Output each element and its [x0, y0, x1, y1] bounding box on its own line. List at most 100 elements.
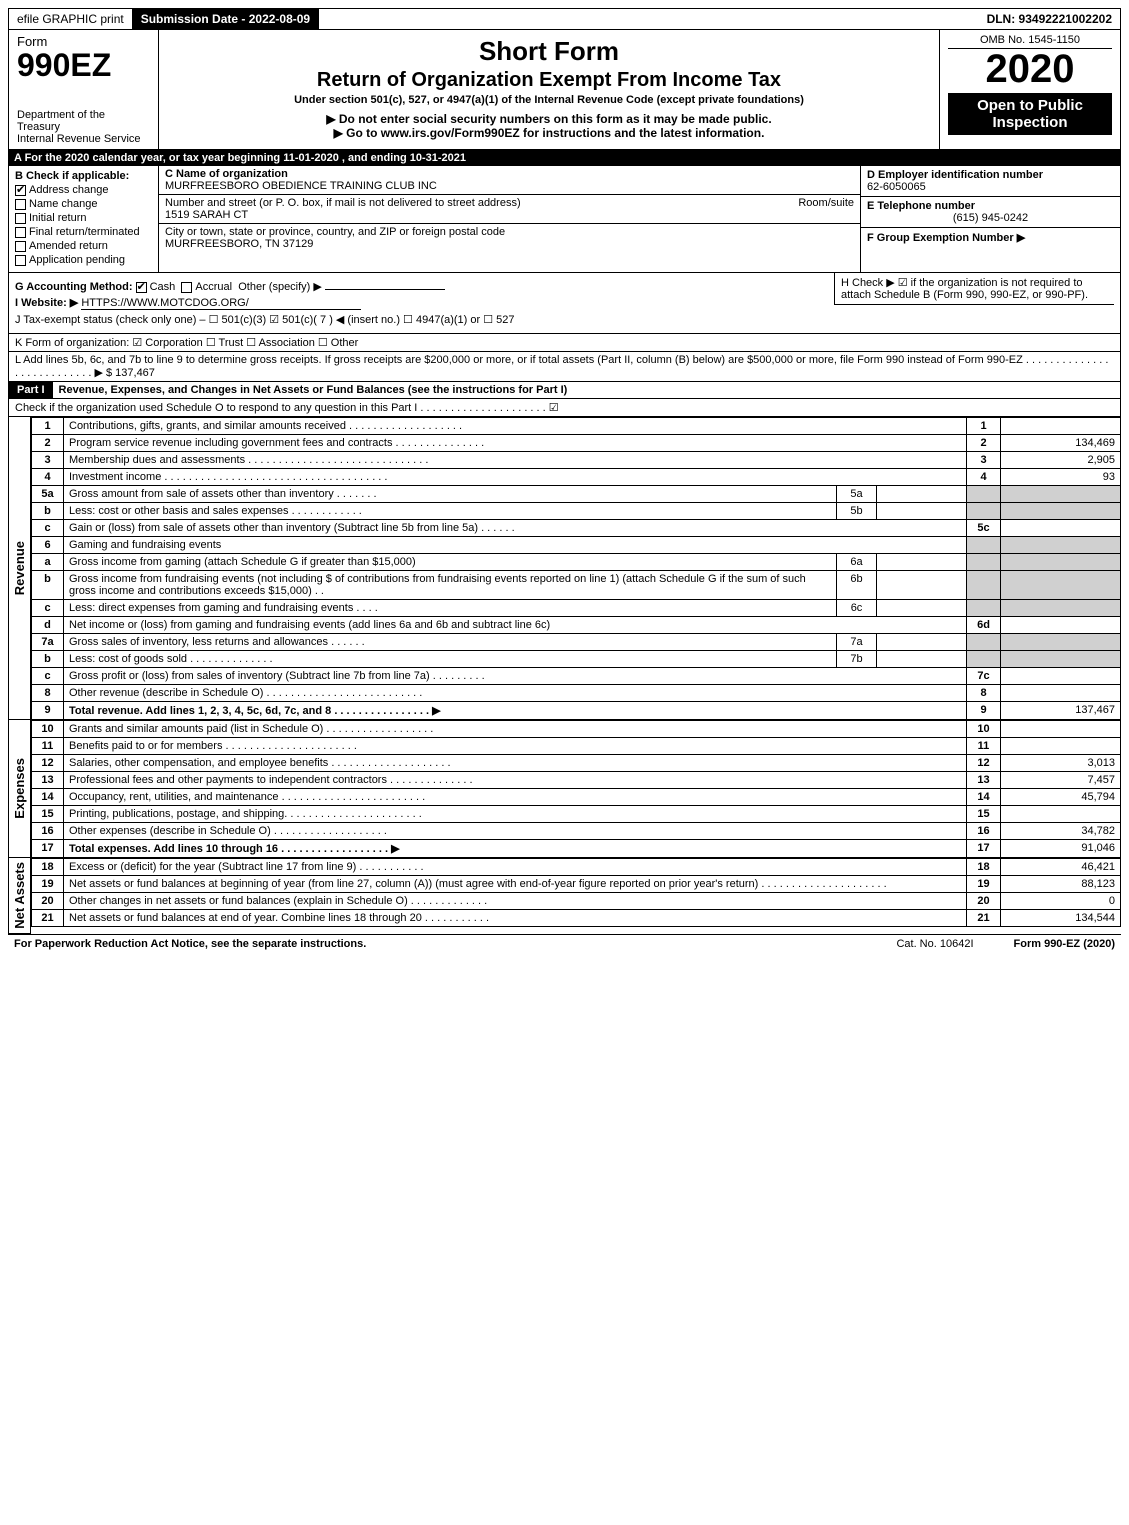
table-row: cLess: direct expenses from gaming and f…	[32, 600, 1121, 617]
part-i-check: Check if the organization used Schedule …	[8, 399, 1121, 417]
revenue-section: Revenue 1Contributions, gifts, grants, a…	[8, 417, 1121, 720]
c-city-label: City or town, state or province, country…	[165, 226, 505, 238]
line-number: 8	[32, 685, 64, 702]
line-desc: Total expenses. Add lines 10 through 16 …	[64, 840, 967, 858]
line-value: 134,469	[1001, 435, 1121, 452]
line-number: 10	[32, 721, 64, 738]
page-footer: For Paperwork Reduction Act Notice, see …	[8, 934, 1121, 953]
netassets-table: 18Excess or (deficit) for the year (Subt…	[31, 858, 1121, 927]
line-val-grey	[1001, 503, 1121, 520]
part-i-header: Part I Revenue, Expenses, and Changes in…	[8, 382, 1121, 399]
line-val-grey	[1001, 486, 1121, 503]
sub-line-number: 6b	[837, 571, 877, 600]
top-bar: efile GRAPHIC print Submission Date - 20…	[8, 8, 1121, 30]
table-row: dNet income or (loss) from gaming and fu…	[32, 617, 1121, 634]
line-value	[1001, 806, 1121, 823]
line-number: 19	[32, 876, 64, 893]
line-ref: 10	[967, 721, 1001, 738]
netassets-label: Net Assets	[10, 858, 29, 933]
line-number: d	[32, 617, 64, 634]
table-row: 1Contributions, gifts, grants, and simil…	[32, 418, 1121, 435]
line-ref-grey	[967, 503, 1001, 520]
sub-line-number: 5b	[837, 503, 877, 520]
box-def: D Employer identification number 62-6050…	[860, 166, 1120, 272]
line-ref: 16	[967, 823, 1001, 840]
table-row: 12Salaries, other compensation, and empl…	[32, 755, 1121, 772]
line-desc: Membership dues and assessments . . . . …	[64, 452, 967, 469]
table-row: 5aGross amount from sale of assets other…	[32, 486, 1121, 503]
org-name: MURFREESBORO OBEDIENCE TRAINING CLUB INC	[165, 180, 437, 192]
line-number: 12	[32, 755, 64, 772]
line-value: 91,046	[1001, 840, 1121, 858]
line-desc: Gross amount from sale of assets other t…	[64, 486, 837, 503]
line-desc: Gross profit or (loss) from sales of inv…	[64, 668, 967, 685]
sub-line-number: 7a	[837, 634, 877, 651]
expenses-section: Expenses 10Grants and similar amounts pa…	[8, 720, 1121, 858]
c-name-label: C Name of organization	[165, 168, 288, 180]
line-ref-grey	[967, 571, 1001, 600]
line-ref-grey	[967, 600, 1001, 617]
line-number: 1	[32, 418, 64, 435]
cb-amended-return: Amended return	[15, 240, 152, 252]
cb-application-pending: Application pending	[15, 254, 152, 266]
line-number: 4	[32, 469, 64, 486]
line-number: 6	[32, 537, 64, 554]
line-ref: 2	[967, 435, 1001, 452]
line-desc: Salaries, other compensation, and employ…	[64, 755, 967, 772]
table-row: 2Program service revenue including gover…	[32, 435, 1121, 452]
line-number: c	[32, 520, 64, 537]
line-value: 45,794	[1001, 789, 1121, 806]
line-value	[1001, 738, 1121, 755]
table-row: 7aGross sales of inventory, less returns…	[32, 634, 1121, 651]
line-ref: 20	[967, 893, 1001, 910]
line-ref-grey	[967, 554, 1001, 571]
org-address: 1519 SARAH CT	[165, 209, 248, 221]
line-j: J Tax-exempt status (check only one) – ☐…	[15, 313, 1114, 326]
line-ref: 15	[967, 806, 1001, 823]
table-row: 20Other changes in net assets or fund ba…	[32, 893, 1121, 910]
line-ref: 19	[967, 876, 1001, 893]
sub-line-value	[877, 571, 967, 600]
table-row: aGross income from gaming (attach Schedu…	[32, 554, 1121, 571]
line-number: 11	[32, 738, 64, 755]
line-number: 18	[32, 859, 64, 876]
line-number: 20	[32, 893, 64, 910]
expenses-table: 10Grants and similar amounts paid (list …	[31, 720, 1121, 858]
line-ref: 17	[967, 840, 1001, 858]
line-ref: 18	[967, 859, 1001, 876]
table-row: 16Other expenses (describe in Schedule O…	[32, 823, 1121, 840]
sub-line-value	[877, 554, 967, 571]
line-desc: Excess or (deficit) for the year (Subtra…	[64, 859, 967, 876]
table-row: 19Net assets or fund balances at beginni…	[32, 876, 1121, 893]
line-ref: 1	[967, 418, 1001, 435]
line-value: 134,544	[1001, 910, 1121, 927]
submission-date: Submission Date - 2022-08-09	[133, 9, 319, 29]
arrow-goto: ▶ Go to www.irs.gov/Form990EZ for instru…	[167, 126, 931, 140]
part-i-title: Revenue, Expenses, and Changes in Net As…	[53, 382, 574, 398]
table-row: 4Investment income . . . . . . . . . . .…	[32, 469, 1121, 486]
line-number: 17	[32, 840, 64, 858]
revenue-table: 1Contributions, gifts, grants, and simil…	[31, 417, 1121, 720]
c-addr-label: Number and street (or P. O. box, if mail…	[165, 197, 521, 209]
line-value: 46,421	[1001, 859, 1121, 876]
subtitle: Under section 501(c), 527, or 4947(a)(1)…	[167, 94, 931, 106]
line-desc: Benefits paid to or for members . . . . …	[64, 738, 967, 755]
line-value	[1001, 617, 1121, 634]
netassets-section: Net Assets 18Excess or (deficit) for the…	[8, 858, 1121, 934]
line-number: b	[32, 503, 64, 520]
sub-line-number: 7b	[837, 651, 877, 668]
sub-line-number: 6a	[837, 554, 877, 571]
line-value	[1001, 721, 1121, 738]
table-row: 15Printing, publications, postage, and s…	[32, 806, 1121, 823]
table-row: 10Grants and similar amounts paid (list …	[32, 721, 1121, 738]
line-number: a	[32, 554, 64, 571]
table-row: 3Membership dues and assessments . . . .…	[32, 452, 1121, 469]
line-desc: Gaming and fundraising events	[64, 537, 967, 554]
line-value	[1001, 520, 1121, 537]
line-number: 9	[32, 702, 64, 720]
d-label: D Employer identification number	[867, 169, 1043, 181]
arrow-ssn: ▶ Do not enter social security numbers o…	[167, 112, 931, 126]
cb-address-change: Address change	[15, 184, 152, 196]
line-number: 16	[32, 823, 64, 840]
line-desc: Net assets or fund balances at end of ye…	[64, 910, 967, 927]
